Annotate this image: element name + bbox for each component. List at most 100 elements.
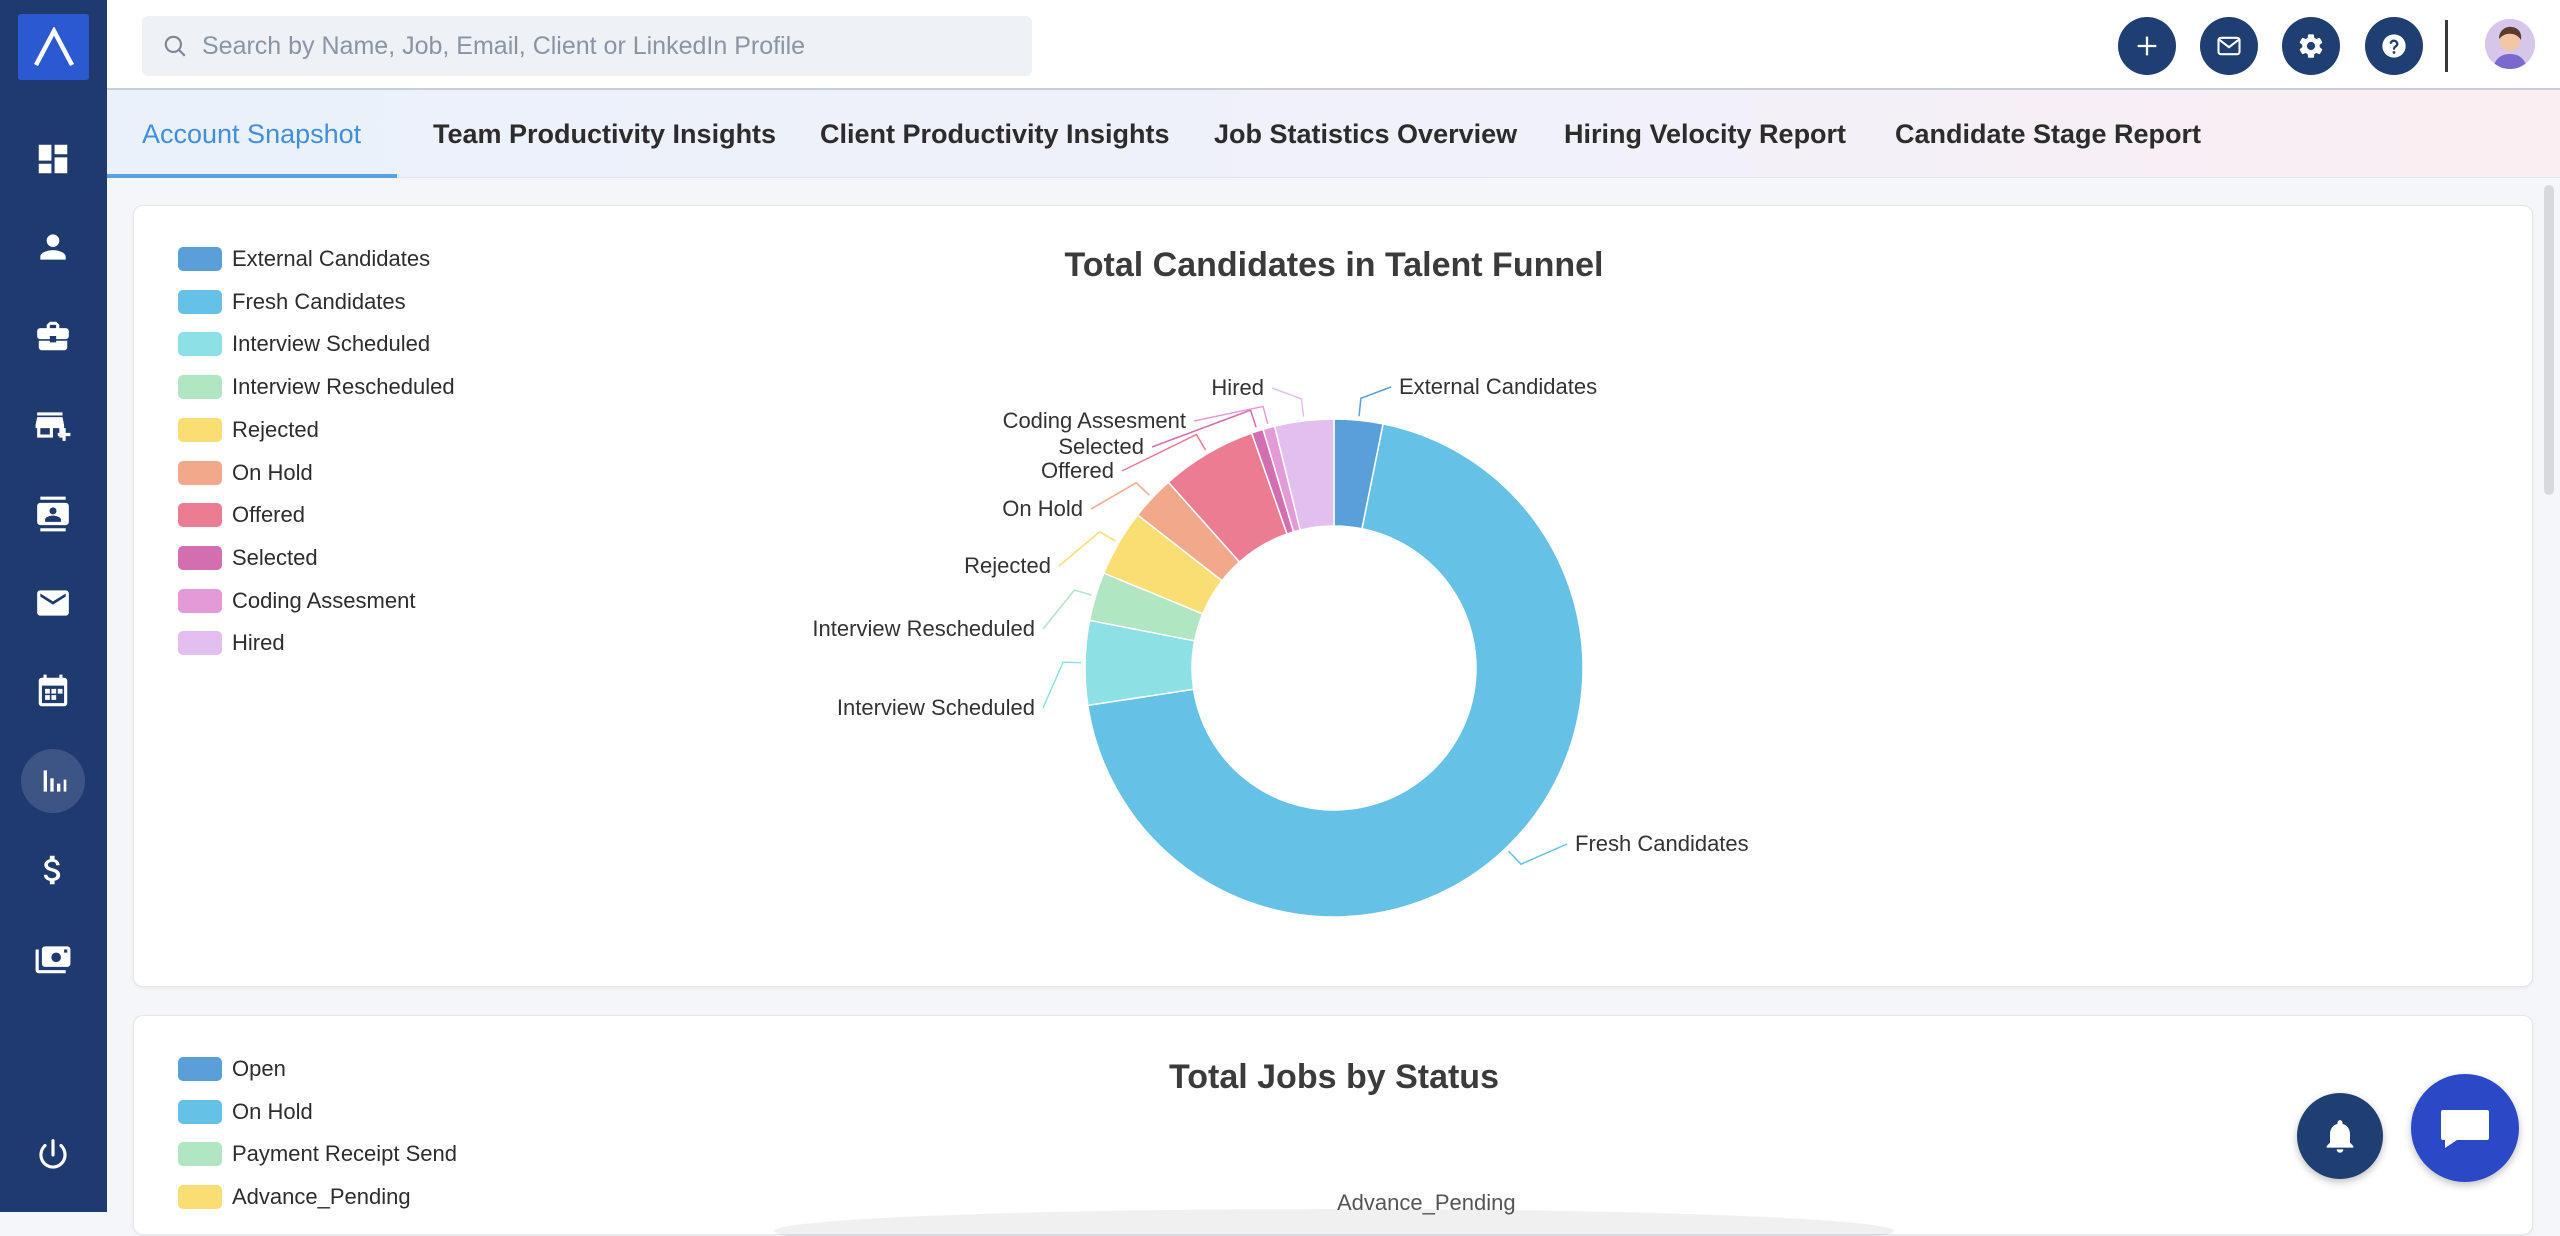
- calendar-icon: [38, 674, 68, 707]
- active-tab-indicator: [107, 174, 397, 178]
- search-bar[interactable]: [142, 16, 1032, 76]
- top-bar: [107, 0, 2560, 90]
- legend-label: External Candidates: [232, 246, 431, 271]
- sidebar-item-contacts[interactable]: [21, 482, 85, 546]
- notifications-button[interactable]: [2297, 1093, 2383, 1179]
- bar-chart-icon: [43, 770, 67, 792]
- logo-icon: [33, 27, 74, 67]
- funnel-chart-title: Total Candidates in Talent Funnel: [1064, 246, 1604, 284]
- sidebar-item-logout[interactable]: [21, 1123, 85, 1187]
- vertical-scrollbar[interactable]: [2544, 185, 2554, 495]
- dashboard-icon: [38, 144, 68, 174]
- add-button[interactable]: [2118, 17, 2176, 75]
- donut-leader-line: [1121, 433, 1207, 472]
- legend-swatch: [178, 1185, 222, 1210]
- legend-swatch: [178, 247, 222, 271]
- donut-leader-line: [1042, 589, 1092, 630]
- tab-hiring-velocity-report[interactable]: Hiring Velocity Report: [1564, 118, 1847, 149]
- tab-job-statistics-overview[interactable]: Job Statistics Overview: [1214, 118, 1518, 149]
- help-button[interactable]: [2365, 17, 2423, 75]
- donut-leader-line: [1151, 409, 1257, 448]
- user-avatar-icon: [2485, 19, 2535, 69]
- legend-item-interview-scheduled[interactable]: Interview Scheduled: [178, 331, 430, 357]
- legend-item-payment-receipt-send[interactable]: Payment Receipt Send: [178, 1141, 457, 1167]
- sidebar: [0, 0, 107, 1212]
- legend-label: Selected: [232, 544, 318, 570]
- legend-swatch: [178, 460, 222, 485]
- tab-account-snapshot[interactable]: Account Snapshot: [142, 118, 362, 149]
- legend-item-open[interactable]: Open: [178, 1056, 286, 1082]
- search-icon: [164, 35, 186, 57]
- donut-leader-line: [1193, 405, 1269, 425]
- legend-swatch: [178, 375, 222, 400]
- legend-item-coding-assesment[interactable]: Coding Assesment: [178, 588, 415, 614]
- person-icon: [40, 234, 66, 260]
- briefcase-icon: [37, 321, 69, 351]
- donut-slice-hired[interactable]: [1273, 418, 1335, 532]
- legend-item-interview-rescheduled[interactable]: Interview Rescheduled: [178, 374, 455, 400]
- legend-label: Fresh Candidates: [232, 288, 406, 314]
- sidebar-item-jobs[interactable]: [21, 304, 85, 368]
- legend-label: Coding Assesment: [232, 587, 416, 613]
- cash-icon: [35, 946, 71, 974]
- legend-swatch: [178, 332, 222, 357]
- donut-label-interview-scheduled: Interview Scheduled: [837, 695, 1035, 720]
- plus-icon: [2137, 36, 2157, 56]
- legend-label: Open: [232, 1056, 286, 1081]
- legend-label: Advance_Pending: [232, 1184, 411, 1210]
- avatar[interactable]: [2485, 19, 2535, 69]
- mail-icon: [2217, 36, 2241, 56]
- envelope-icon: [37, 590, 69, 616]
- tab-team-productivity-insights[interactable]: Team Productivity Insights: [433, 118, 777, 149]
- legend-item-on-hold[interactable]: On Hold: [178, 1099, 313, 1125]
- contact-card-icon: [37, 496, 69, 532]
- donut-leader-line: [1090, 481, 1150, 510]
- dollar-icon: [43, 855, 61, 885]
- legend-label: Interview Rescheduled: [232, 374, 455, 400]
- sidebar-item-email[interactable]: [21, 571, 85, 635]
- donut-leader-line: [1358, 386, 1392, 417]
- legend-item-selected[interactable]: Selected: [178, 545, 318, 571]
- legend-item-on-hold[interactable]: On Hold: [178, 460, 313, 486]
- toolbar-divider: [2445, 20, 2448, 72]
- sidebar-item-clients[interactable]: [21, 393, 85, 457]
- mail-button[interactable]: [2200, 17, 2258, 75]
- donut-label-external-candidates: External Candidates: [1399, 374, 1597, 399]
- sidebar-item-calendar[interactable]: [21, 660, 85, 724]
- legend-label: Interview Scheduled: [232, 331, 431, 357]
- legend-item-advance-pending[interactable]: Advance_Pending: [178, 1184, 411, 1210]
- legend-swatch: [178, 631, 222, 656]
- legend-label: Payment Receipt Send: [232, 1141, 458, 1167]
- legend-item-fresh-candidates[interactable]: Fresh Candidates: [178, 289, 406, 315]
- legend-label: Offered: [232, 502, 305, 528]
- sidebar-item-dashboard[interactable]: [21, 127, 85, 191]
- legend-item-external-candidates[interactable]: External Candidates: [178, 246, 430, 272]
- sidebar-item-reports[interactable]: [21, 749, 85, 813]
- legend-item-offered[interactable]: Offered: [178, 502, 305, 528]
- legend-swatch: [178, 503, 222, 528]
- donut-leader-line: [1058, 530, 1116, 567]
- legend-swatch: [178, 545, 222, 570]
- settings-button[interactable]: [2282, 17, 2340, 75]
- legend-item-hired[interactable]: Hired: [178, 630, 285, 656]
- jobs-chart-label-advance-pending: Advance_Pending: [1337, 1190, 1516, 1215]
- legend-swatch: [178, 417, 222, 442]
- question-icon: [2382, 34, 2406, 58]
- legend-label: Hired: [232, 630, 285, 656]
- tab-candidate-stage-report[interactable]: Candidate Stage Report: [1895, 118, 2202, 149]
- chat-button[interactable]: [2411, 1074, 2519, 1182]
- sidebar-item-payments[interactable]: [21, 927, 85, 991]
- report-tabs: Account Snapshot Team Productivity Insig…: [107, 90, 2560, 178]
- donut-leader-line: [1271, 387, 1305, 417]
- app-logo[interactable]: [18, 14, 89, 80]
- donut-label-offered: Offered: [1041, 458, 1114, 483]
- legend-item-rejected[interactable]: Rejected: [178, 417, 319, 443]
- talent-funnel-card: External Candidates Fresh Candidates Inter…: [133, 205, 2533, 987]
- donut-leader-line: [1507, 843, 1568, 866]
- tab-client-productivity-insights[interactable]: Client Productivity Insights: [820, 118, 1170, 149]
- sidebar-item-candidates[interactable]: [21, 215, 85, 279]
- search-input[interactable]: [202, 31, 1022, 61]
- donut-slice-fresh-candidates[interactable]: [1086, 423, 1584, 918]
- sidebar-item-billing[interactable]: [21, 838, 85, 902]
- jobs-chart-title: Total Jobs by Status: [1169, 1058, 1499, 1096]
